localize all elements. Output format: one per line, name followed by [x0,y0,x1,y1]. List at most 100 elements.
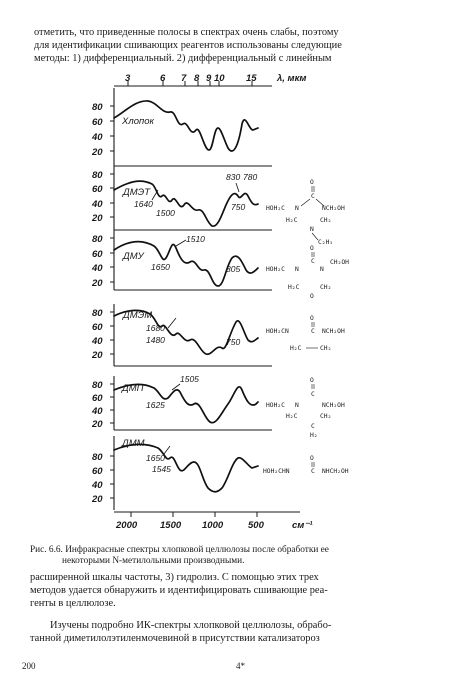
svg-text:C: C [311,391,315,398]
svg-text:N: N [295,205,299,212]
text-line: расширенной шкалы частоты, 3) гидролиз. … [30,572,319,583]
top-tick-label: 8 [194,73,200,84]
svg-text:H₂C: H₂C [286,413,298,420]
band-annotation: 1480 [146,335,165,345]
y-tick-label: 80 [92,452,103,463]
svg-text:N: N [295,402,299,409]
band-annotation: 1650 [151,262,170,272]
figure-caption: Рис. 6.6. Инфракрасные спектры хлопковой… [30,545,430,567]
y-tick-label: 40 [91,480,103,491]
band-annotation: 1640 [134,199,153,209]
svg-text:H₂: H₂ [310,432,318,439]
svg-text:HOH₂CN: HOH₂CN [266,328,289,335]
svg-text:NCH₂OH: NCH₂OH [322,402,345,409]
top-axis: 3 6 7 8 9 10 15 λ, мкм [114,73,306,87]
band-annotation: 830 [226,172,240,182]
y-tick-label: 20 [91,350,103,361]
y-tick-label: 40 [91,336,103,347]
svg-text:H₂C: H₂C [288,284,300,291]
svg-text:C: C [311,328,315,335]
svg-text:N: N [310,226,314,233]
band-annotation: 1680 [146,323,165,333]
caption-line: Рис. 6.6. Инфракрасные спектры хлопковой… [30,545,329,555]
svg-text:O: O [310,455,314,462]
svg-text:HOH₂C: HOH₂C [266,205,285,212]
svg-text:O: O [310,245,314,252]
panel-label: ДММ [121,438,145,449]
panel-dmem: 80 60 40 20 ДМЭМ 1680 1480 750 [91,304,272,367]
svg-text:HOH₂C: HOH₂C [266,402,285,409]
svg-text:H₂C: H₂C [290,345,302,352]
y-tick-label: 20 [91,419,103,430]
y-tick-label: 80 [92,380,103,391]
y-tick-label: 20 [91,278,103,289]
panel-dmm: 80 60 40 20 ДММ 1650 1545 [91,436,259,510]
svg-text:CH₂: CH₂ [320,413,331,420]
bottom-tick-label: 2000 [115,520,138,531]
top-tick-label: 3 [125,73,131,84]
band-annotation: 805 [226,264,240,274]
band-annotation: 750 [226,337,240,347]
svg-text:O: O [310,179,314,186]
text-line: методов удается обнаружить и идентифицир… [30,585,328,596]
y-tick-label: 20 [91,494,103,505]
svg-text:C₂H₅: C₂H₅ [318,239,333,246]
top-tick-label: 6 [160,73,166,84]
svg-text:CH₂: CH₂ [320,217,331,224]
text-line: Изучены подробно ИК-спектры хлопковой це… [50,620,332,631]
panel-label: ДМЭТ [122,187,151,198]
y-tick-label: 80 [92,170,103,181]
svg-text:C: C [311,258,315,265]
text-line: для идентификации сшивающих реагентов ис… [34,40,342,51]
bottom-axis-unit: см⁻¹ [292,520,313,531]
panel-dmu: 80 60 40 20 ДМУ 1510 1650 805 [91,230,272,291]
band-annotation: 1625 [146,400,165,410]
band-annotation: 1510 [186,234,205,244]
panel-label: ДМЭМ [122,310,152,321]
svg-text:O: O [310,293,314,300]
band-annotation: 1505 [180,374,199,384]
bottom-tick-label: 1500 [160,520,182,531]
svg-text:O: O [310,315,314,322]
bottom-axis: 2000 1500 1000 500 см⁻¹ [114,511,313,531]
y-tick-label: 60 [92,322,103,333]
y-tick-label: 80 [92,308,103,319]
band-annotation: 1545 [152,464,171,474]
panel-label: ДМП [121,383,144,394]
svg-text:CH₂OH: CH₂OH [330,259,349,266]
bottom-tick-label: 1000 [202,520,224,531]
structure-dmet: O C HOH₂C N NCH₂OH H₂C CH₂ N C₂H₅ [266,179,345,246]
band-annotation: 1500 [156,208,175,218]
y-tick-label: 20 [91,147,103,158]
top-tick-label: 7 [181,73,187,84]
y-tick-label: 60 [92,249,103,260]
svg-text:CH₂: CH₂ [320,345,331,352]
text-line: генты в целлюлозе. [30,598,116,609]
caption-line: некоторыми N-метилольными производными. [62,556,245,566]
panel-dmp: 80 60 40 20 ДМП 1505 1625 [91,374,272,431]
svg-text:C: C [311,468,315,475]
y-tick-label: 60 [92,393,103,404]
y-tick-label: 40 [91,199,103,210]
top-tick-label: 15 [246,73,257,84]
svg-text:HOH₂C: HOH₂C [266,266,285,273]
band-annotation: 780 [243,172,257,182]
svg-text:H₂C: H₂C [286,217,298,224]
text-line: отметить, что приведенные полосы в спект… [34,27,339,38]
body-paragraph: расширенной шкалы частоты, 3) гидролиз. … [30,571,328,610]
top-tick-label: 9 [206,73,212,84]
structure-dmu: O C HOH₂C N N CH₂OH H₂C CH₂ O [266,245,349,300]
text-line: методы: 1) дифференциальный. 2) дифферен… [34,53,332,64]
y-tick-label: 80 [92,102,103,113]
body-paragraph: Изучены подробно ИК-спектры хлопковой це… [30,619,331,645]
panel-label: Хлопок [121,116,154,127]
y-tick-label: 80 [92,234,103,245]
panel-hlopok: 80 60 40 20 Хлопок [91,88,272,167]
svg-text:C: C [311,193,315,200]
structure-dmm: O HOH₂CHN C NHCH₂OH [263,455,349,475]
band-annotation: 750 [231,202,245,212]
svg-text:NHCH₂OH: NHCH₂OH [322,468,349,475]
top-tick-label: 10 [214,73,225,84]
panel-label: ДМУ [122,251,145,262]
